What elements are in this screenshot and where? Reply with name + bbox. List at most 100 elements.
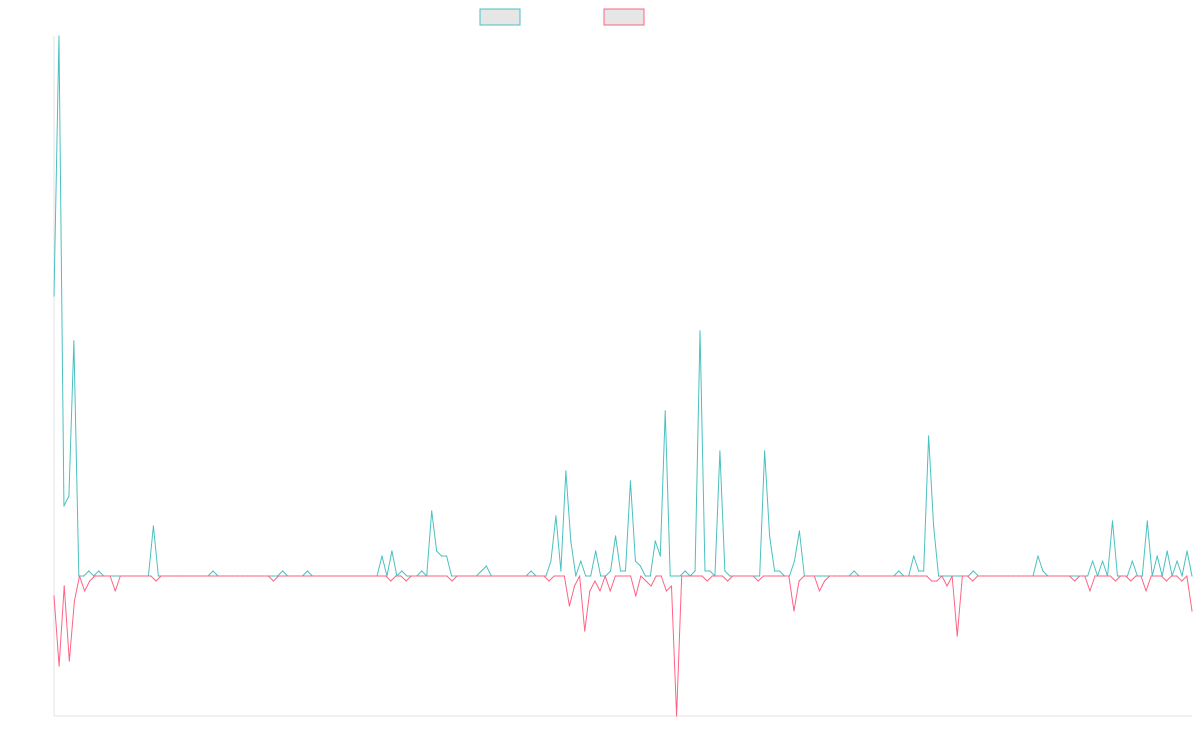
- series-2-point: [293, 575, 295, 577]
- series-2-point: [334, 575, 336, 577]
- series-2-point: [793, 610, 795, 612]
- series-2-point: [727, 580, 729, 582]
- series-2-point: [119, 575, 121, 577]
- series-2-point: [885, 575, 887, 577]
- series-2-point: [742, 575, 744, 577]
- series-2-point: [180, 575, 183, 577]
- series-2-point: [558, 575, 560, 577]
- series-2-point: [1002, 575, 1004, 577]
- series-1-point: [1092, 560, 1094, 562]
- series-2: [53, 575, 1193, 717]
- series-2-point: [395, 575, 397, 577]
- series-2-point: [232, 575, 234, 577]
- series-2-point: [303, 575, 305, 577]
- series-2-point: [849, 575, 851, 577]
- series-2-point: [614, 575, 616, 577]
- series-2-point: [737, 575, 739, 577]
- series-2-point: [1145, 590, 1147, 592]
- series-1-point: [580, 560, 582, 562]
- series-2-point: [1012, 575, 1014, 577]
- series-2-point: [808, 575, 810, 577]
- series-2-point: [1068, 575, 1071, 577]
- series-1-point: [684, 570, 686, 572]
- series-2-point: [522, 575, 525, 577]
- series-2-point: [670, 585, 673, 587]
- series-1-point: [1176, 560, 1178, 562]
- series-2-point: [553, 575, 555, 577]
- series-2-point: [548, 580, 550, 582]
- series-1-line: [53, 35, 1193, 577]
- series-2-point: [681, 575, 683, 577]
- series-2-point: [538, 575, 540, 577]
- series-2-point: [431, 575, 433, 577]
- series-2-point: [502, 575, 504, 577]
- series-1-point: [565, 470, 567, 472]
- series-2-point: [456, 575, 458, 577]
- series-2-point: [829, 575, 831, 577]
- series-1-point: [1101, 560, 1104, 562]
- series-1-point: [947, 575, 950, 577]
- series-1-point: [619, 570, 622, 572]
- series-1-point: [769, 535, 771, 537]
- series-2-point: [701, 575, 703, 577]
- series-1-point: [669, 575, 671, 577]
- series-2-point: [752, 575, 754, 577]
- series-2-point: [966, 575, 969, 577]
- series-1-point: [674, 575, 676, 577]
- series-2-point: [1130, 580, 1132, 582]
- series-1-point: [530, 570, 532, 572]
- series-2-point: [834, 575, 836, 577]
- series-2-point: [854, 575, 856, 577]
- series-2-point: [150, 575, 152, 577]
- series-1-point: [570, 540, 572, 542]
- series-2-point: [1176, 575, 1178, 577]
- series-2-point: [1104, 575, 1106, 577]
- series-2-point: [124, 575, 127, 577]
- series-2-point: [247, 575, 249, 577]
- series-2-point: [859, 575, 861, 577]
- series-1-point: [957, 575, 960, 577]
- series-2-point: [665, 590, 667, 592]
- series-2-point: [298, 575, 300, 577]
- series-1-point: [853, 570, 855, 572]
- series-1-point: [1146, 520, 1148, 522]
- series-2-point: [267, 575, 269, 577]
- series-2-point: [905, 575, 907, 577]
- series-2-point: [476, 575, 479, 577]
- series-2-point: [946, 585, 948, 587]
- series-2-point: [186, 575, 188, 577]
- series-1-point: [624, 570, 627, 572]
- series-2-point: [813, 575, 815, 577]
- series-2-point: [604, 575, 606, 577]
- series-1-point: [798, 530, 801, 532]
- series-2-point: [716, 575, 719, 577]
- series-2-point: [1186, 575, 1188, 577]
- series-2-point: [175, 575, 178, 577]
- series-2-point: [84, 590, 86, 592]
- series-2-point: [288, 575, 290, 577]
- series-1-point: [441, 555, 443, 557]
- series-1-point: [1077, 575, 1079, 577]
- series-2-point: [900, 575, 902, 577]
- series-1-point: [306, 570, 309, 572]
- series-1-point: [480, 570, 482, 572]
- series-1-point: [585, 575, 587, 577]
- series-2-point: [328, 575, 331, 577]
- series-2-point: [589, 590, 591, 592]
- series-1-point: [157, 575, 159, 577]
- series-2-point: [691, 575, 693, 577]
- series-1-point: [436, 550, 438, 552]
- series-2-point: [257, 575, 259, 577]
- series-2-point: [839, 575, 841, 577]
- series-2-point: [1170, 575, 1173, 577]
- series-2-point: [711, 575, 713, 577]
- series-2-point: [675, 715, 678, 717]
- series-2-point: [818, 590, 821, 592]
- series-2-point: [609, 590, 611, 592]
- series-1-point: [918, 570, 920, 572]
- series-1-point: [759, 575, 761, 577]
- series-1-point: [659, 555, 661, 557]
- series-2-point: [798, 580, 800, 582]
- series-2-point: [461, 575, 463, 577]
- series-2-point: [374, 575, 377, 577]
